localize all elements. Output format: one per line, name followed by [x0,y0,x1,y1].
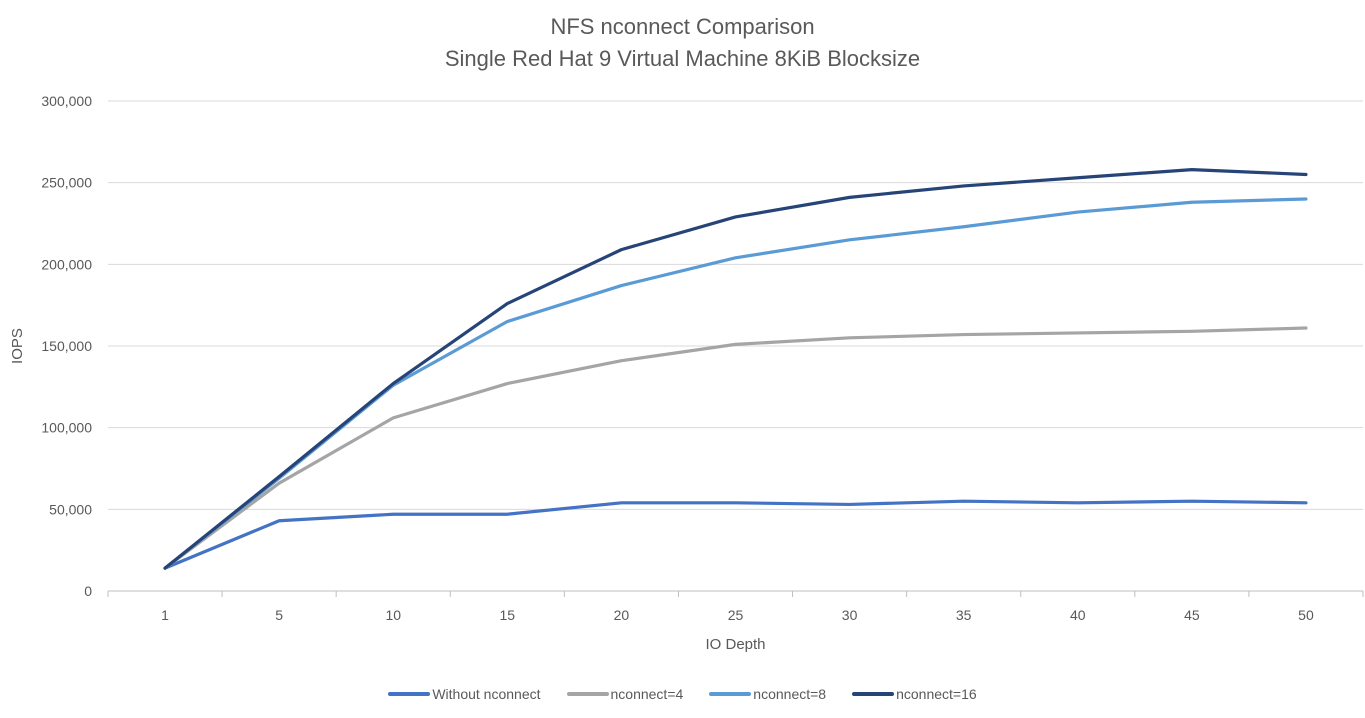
x-tick-label: 40 [1070,607,1086,623]
y-tick-label: 100,000 [41,420,92,436]
x-tick-label: 50 [1298,607,1314,623]
chart-title: NFS nconnect Comparison [550,14,815,39]
x-axis-label: IO Depth [705,636,765,653]
legend-label: Without nconnect [432,686,541,702]
x-tick-label: 5 [275,607,283,623]
x-tick-label: 1 [161,607,169,623]
y-tick-label: 200,000 [41,256,92,272]
series-line-1 [163,326,1308,570]
x-tick-label: 45 [1184,607,1200,623]
legend-item: nconnect=4 [566,686,684,702]
legend-swatch [566,692,609,696]
legend-swatch [388,692,431,696]
legend-label: nconnect=8 [753,686,827,702]
chart-subtitle: Single Red Hat 9 Virtual Machine 8KiB Bl… [444,46,921,71]
legend-label: nconnect=4 [610,686,684,702]
x-tick-label: 10 [385,607,401,623]
y-axis-label: IOPS [9,328,26,364]
y-tick-label: 300,000 [41,93,92,109]
x-tick-label: 20 [614,607,630,623]
series-line-2 [163,197,1308,570]
series-line-3 [163,168,1308,570]
legend-swatch [709,692,752,696]
legend: Without nconnect nconnect=4 nconnect=8 ncon… [0,686,1365,702]
legend-item: nconnect=8 [709,686,826,702]
x-tick-label: 30 [842,607,858,623]
x-tick-label: 25 [728,607,744,623]
legend-label: nconnect=16 [896,686,977,702]
legend-swatch [852,692,895,696]
y-tick-label: 150,000 [41,338,92,354]
x-tick-label: 15 [500,607,516,623]
legend-item: Without nconnect [388,686,541,702]
x-tick-label: 35 [956,607,972,623]
y-tick-label: 250,000 [41,175,92,191]
y-tick-label: 50,000 [49,501,92,517]
series-line-0 [163,499,1308,570]
y-tick-label: 0 [84,583,92,599]
legend-item: nconnect=16 [852,686,977,702]
